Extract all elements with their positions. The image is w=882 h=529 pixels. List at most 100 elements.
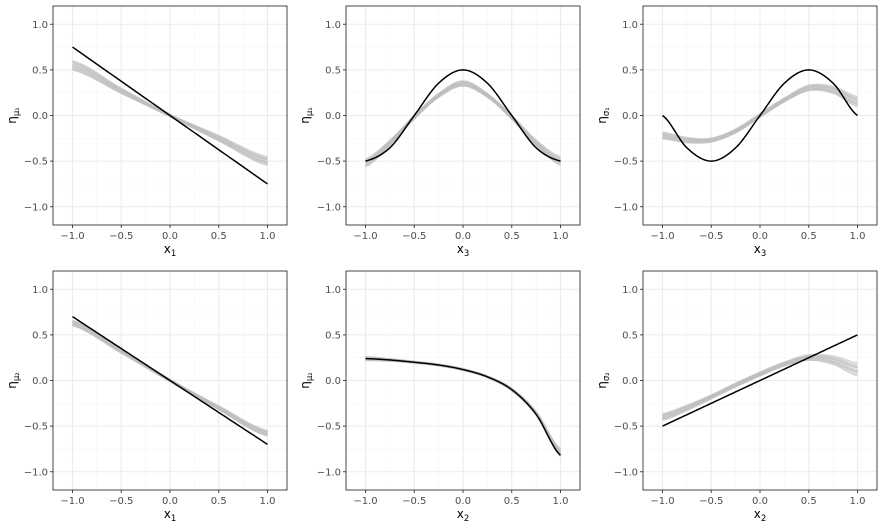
panel-2: −1.0 −0.5 0.0 0.5 1.0 −1.0 −0.5 0.0 0.5 1.0 x3 ημ₁ [298,5,581,259]
true-function-line [72,46,268,185]
x-tick-label: 0.0 [162,231,178,242]
x-axis-title-main: x [164,507,171,521]
x-tick-label: 0.0 [455,231,471,242]
x-tick-label: −0.5 [402,496,426,507]
y-tick-label: −1.0 [614,202,638,213]
y-tick-label: −1.0 [24,202,48,213]
estimate-curve [662,353,858,415]
y-axis-title: ημ₁ [298,107,315,123]
y-tick-label: 0.0 [622,111,638,122]
x-tick-label: 0.0 [752,496,768,507]
y-axis-title-sub: μ₁ [12,107,22,116]
x-axis-title-sub: 1 [171,249,176,259]
y-tick-label: 0.0 [325,111,341,122]
x-axis-title-sub: 1 [171,514,176,524]
estimate-curve [72,59,268,158]
y-tick-label: 0.0 [622,376,638,387]
true-function-line [72,316,268,446]
x-tick-label: 0.0 [455,496,471,507]
x-tick-label: −1.0 [650,496,674,507]
x-axis-title: x2 [754,507,767,524]
y-tick-label: 0.5 [32,330,48,341]
x-tick-label: −1.0 [353,231,377,242]
x-tick-label: 0.5 [801,496,817,507]
x-axis-title: x1 [164,507,177,524]
panel-5: −1.0 −0.5 0.0 0.5 1.0 −1.0 −0.5 0.0 0.5 1.0 x2 ημ₂ [298,270,581,524]
true-function-line [365,357,562,456]
x-axis-title-sub: 3 [464,249,469,259]
x-tick-label: −1.0 [353,496,377,507]
x-tick-label: −0.5 [402,231,426,242]
y-tick-label: 1.0 [32,20,48,31]
y-axis-title-main: η [5,381,19,389]
x-axis-title: x2 [457,507,470,524]
y-axis-title-sub: σ₁ [602,107,612,116]
y-axis-title-main: η [5,116,19,124]
y-tick-label: 0.0 [32,376,48,387]
x-axis-title-sub: 2 [761,514,766,524]
x-tick-label: −0.5 [109,231,133,242]
x-axis-title-main: x [754,242,761,256]
y-tick-label: −1.0 [614,467,638,478]
x-tick-label: −0.5 [699,231,723,242]
x-tick-label: 1.0 [850,231,866,242]
y-axis-title: ημ₂ [5,372,22,388]
y-tick-label: 1.0 [325,20,341,31]
y-axis-title-sub: μ₁ [305,107,315,116]
y-axis-title-sub: μ₂ [12,372,22,381]
x-tick-label: 0.5 [801,231,817,242]
y-tick-label: −0.5 [24,157,48,168]
y-axis-title-main: η [595,116,609,124]
true-function-line [662,334,858,427]
y-axis-title: ημ₁ [5,107,22,123]
x-tick-label: −1.0 [650,231,674,242]
x-tick-label: 0.0 [162,496,178,507]
y-axis-title: ησ₂ [595,372,612,388]
x-axis-title-sub: 2 [464,514,469,524]
x-axis-title-main: x [164,242,171,256]
x-tick-label: −0.5 [699,496,723,507]
x-tick-label: 1.0 [553,496,569,507]
y-tick-label: −0.5 [24,422,48,433]
panel-1: −1.0 −0.5 0.0 0.5 1.0 −1.0 −0.5 0.0 0.5 1.0 x1 ημ₁ [5,5,288,259]
y-tick-label: 1.0 [32,285,48,296]
x-axis-title: x3 [754,242,767,259]
x-tick-label: 1.0 [260,496,276,507]
y-tick-label: −0.5 [317,157,341,168]
x-tick-label: −0.5 [109,496,133,507]
x-tick-label: 0.5 [211,496,227,507]
x-tick-label: 1.0 [260,231,276,242]
y-tick-label: 0.5 [325,65,341,76]
x-axis-title-main: x [457,507,464,521]
panel-6: −1.0 −0.5 0.0 0.5 1.0 −1.0 −0.5 0.0 0.5 1.0 x2 ησ₂ [595,270,878,524]
x-tick-label: −1.0 [60,231,84,242]
estimate-curve [365,80,561,160]
y-axis-title-main: η [298,381,312,389]
y-tick-label: −1.0 [24,467,48,478]
y-axis-title-sub: σ₂ [602,372,612,381]
estimate-curve [365,355,561,450]
y-axis-title-sub: μ₂ [305,372,315,381]
grid [53,271,287,490]
y-tick-label: 0.5 [32,65,48,76]
y-tick-label: −0.5 [614,422,638,433]
true-function-line [365,69,561,162]
y-tick-label: −1.0 [317,467,341,478]
x-tick-label: 0.5 [504,231,520,242]
grid [346,6,580,225]
y-axis-title: ημ₂ [298,372,315,388]
y-tick-label: 0.5 [622,330,638,341]
y-tick-label: −0.5 [317,422,341,433]
x-tick-label: 0.5 [211,231,227,242]
y-tick-label: 0.5 [325,330,341,341]
y-axis-title-main: η [595,381,609,389]
x-axis-title-main: x [754,507,761,521]
grid [346,271,580,490]
panel-4: −1.0 −0.5 0.0 0.5 1.0 −1.0 −0.5 0.0 0.5 1.0 x1 ημ₂ [5,270,288,524]
y-axis-title: ησ₁ [595,107,612,123]
estimate-curves [365,80,561,168]
panel-3: −1.0 −0.5 0.0 0.5 1.0 −1.0 −0.5 0.0 0.5 1.0 x3 ησ₁ [595,5,878,259]
x-tick-label: 1.0 [850,496,866,507]
y-tick-label: 1.0 [622,20,638,31]
